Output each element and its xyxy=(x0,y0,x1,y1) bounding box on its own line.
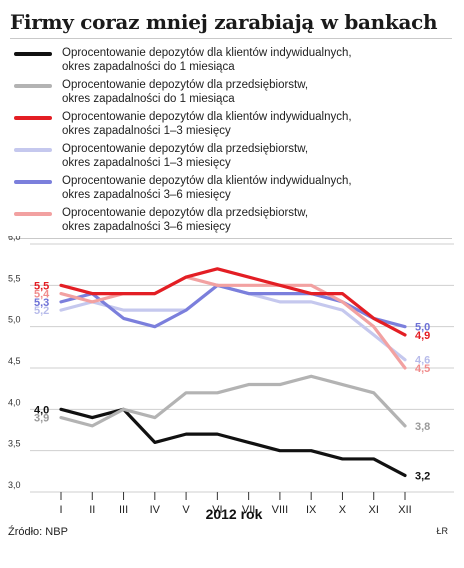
legend-label-line2: okres zapadalności do 1 miesiąca xyxy=(62,61,235,73)
legend-item: Oprocentowanie depozytów dla przedsiębio… xyxy=(14,206,454,238)
legend-label-line1: Oprocentowanie depozytów dla przedsiębio… xyxy=(62,207,309,219)
legend-label: Oprocentowanie depozytów dla przedsiębio… xyxy=(62,78,308,106)
legend-item: Oprocentowanie depozytów dla klientów in… xyxy=(14,174,454,206)
series-line xyxy=(59,407,407,478)
legend-swatch xyxy=(14,84,52,88)
legend-item: Oprocentowanie depozytów dla przedsiębio… xyxy=(14,78,454,110)
x-tick-label: IV xyxy=(150,504,161,516)
legend-item: Oprocentowanie depozytów dla klientów in… xyxy=(14,46,454,78)
legend-label-line2: okres zapadalności 1–3 miesięcy xyxy=(62,157,231,169)
data-label-start: 5,4 xyxy=(34,289,50,301)
data-label-start: 3,9 xyxy=(34,413,49,425)
series-line xyxy=(59,267,407,337)
legend-label-line2: okres zapadalności 3–6 miesięcy xyxy=(62,189,231,201)
legend-label: Oprocentowanie depozytów dla klientów in… xyxy=(62,46,352,74)
data-label-end: 4,5 xyxy=(415,363,430,375)
legend-label-line2: okres zapadalności 3–6 miesięcy xyxy=(62,221,231,233)
legend-label-line2: okres zapadalności do 1 miesiąca xyxy=(62,93,235,105)
legend-divider xyxy=(10,238,452,239)
legend-item: Oprocentowanie depozytów dla przedsiębio… xyxy=(14,142,454,174)
x-tick-label: II xyxy=(89,504,95,516)
data-label-end: 4,9 xyxy=(415,330,430,342)
data-label-start: 5,3 xyxy=(34,297,49,309)
y-tick-label: 4,0 xyxy=(8,397,21,407)
x-tick-label: XII xyxy=(398,504,411,516)
data-label-end: 4,6 xyxy=(415,355,430,367)
data-labels: 4,0 3,2 3,9 3,8 5,2 4,6 5,3 5,0 5,4 4,5 5,5 4,9 xyxy=(34,280,430,482)
x-axis-label: 2012 rok xyxy=(206,506,263,522)
author-credit: ŁR xyxy=(436,526,448,536)
legend-label-line1: Oprocentowanie depozytów dla klientów in… xyxy=(62,175,352,187)
y-tick-label: 3,0 xyxy=(8,480,21,490)
legend-item: Oprocentowanie depozytów dla klientów in… xyxy=(14,110,454,142)
legend-label-line1: Oprocentowanie depozytów dla klientów in… xyxy=(62,47,352,59)
title-divider xyxy=(10,38,452,39)
legend-label-line1: Oprocentowanie depozytów dla przedsiębio… xyxy=(62,79,309,91)
gridlines xyxy=(30,243,454,493)
x-tick-label: VII xyxy=(242,504,255,516)
x-axis-ticks: I II III IV V VI VII VIII IX X XI XII xyxy=(59,492,412,516)
series-lines xyxy=(59,267,407,478)
legend-label: Oprocentowanie depozytów dla przedsiębio… xyxy=(62,142,308,170)
x-tick-label: VIII xyxy=(272,504,289,516)
x-tick-label: XI xyxy=(369,504,379,516)
x-tick-label: X xyxy=(339,504,347,516)
legend-swatch xyxy=(14,180,52,184)
data-label-end: 3,8 xyxy=(415,421,430,433)
y-tick-label: 5,5 xyxy=(8,273,21,283)
y-tick-label: 4,5 xyxy=(8,356,21,366)
source-note: Źródło: NBP xyxy=(8,526,68,538)
data-label-start: 5,2 xyxy=(34,305,49,317)
y-tick-label: 5,0 xyxy=(8,315,21,325)
series-line xyxy=(59,374,407,428)
legend-label-line2: okres zapadalności 1–3 miesięcy xyxy=(62,125,231,137)
x-tick-label: V xyxy=(182,504,190,516)
data-label-end: 3,2 xyxy=(415,470,430,482)
legend-label: Oprocentowanie depozytów dla przedsiębio… xyxy=(62,206,308,234)
legend-swatch xyxy=(14,116,52,120)
x-tick-label: III xyxy=(119,504,128,516)
legend-label: Oprocentowanie depozytów dla klientów in… xyxy=(62,110,352,138)
y-tick-label: 3,5 xyxy=(8,439,21,449)
legend-swatch xyxy=(14,148,52,152)
data-label-start: 5,5 xyxy=(34,280,49,292)
y-tick-label: 6,0 xyxy=(8,236,21,242)
legend-swatch xyxy=(14,212,52,216)
chart-title: Firmy coraz mniej zarabiają w bankach xyxy=(10,10,438,34)
legend: Oprocentowanie depozytów dla klientów in… xyxy=(14,46,454,238)
legend-label-line1: Oprocentowanie depozytów dla klientów in… xyxy=(62,111,352,123)
legend-label: Oprocentowanie depozytów dla klientów in… xyxy=(62,174,352,202)
line-chart: 3,03,54,04,55,05,56,0 I II III IV V VI VII VIII… xyxy=(8,236,454,522)
data-label-end: 5,0 xyxy=(415,322,430,334)
y-axis-ticks: 3,0 3,5 4,0 4,5 5,0 5,5 6,0 xyxy=(8,236,21,490)
legend-label-line1: Oprocentowanie depozytów dla przedsiębio… xyxy=(62,143,309,155)
x-tick-label: IX xyxy=(306,504,317,516)
x-tick-label: I xyxy=(59,504,62,516)
legend-swatch xyxy=(14,52,52,56)
data-label-start: 4,0 xyxy=(34,404,49,416)
x-tick-label: VI xyxy=(212,504,222,516)
